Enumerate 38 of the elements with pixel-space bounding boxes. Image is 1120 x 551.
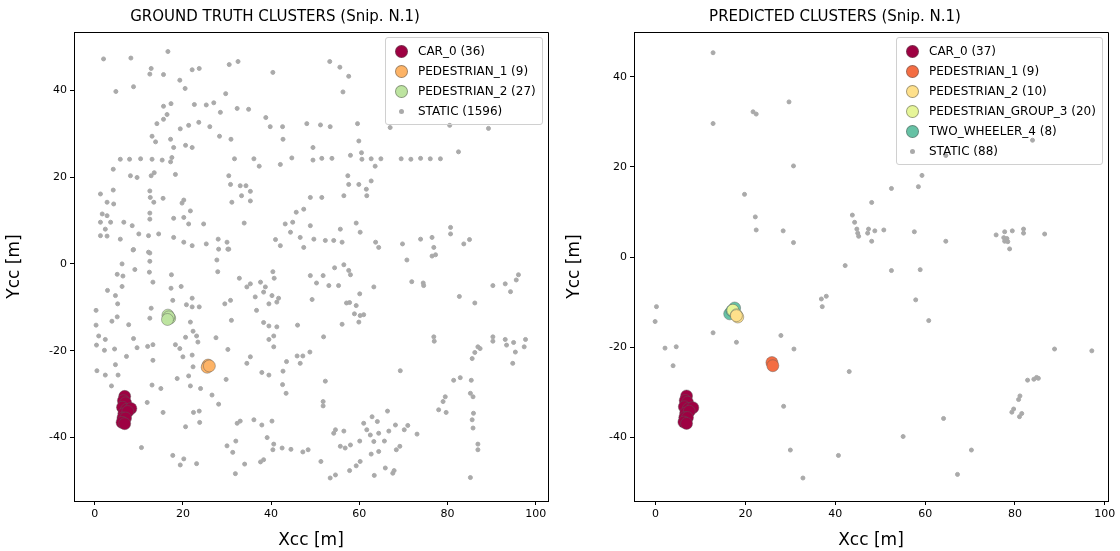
chart-title: PREDICTED CLUSTERS (Snip. N.1) bbox=[709, 6, 961, 25]
legend-label: PEDESTRIAN_1 (9) bbox=[929, 64, 1040, 78]
y-tick-label: 20 bbox=[613, 159, 627, 173]
x-tick-label: 0 bbox=[652, 507, 660, 521]
legend-label: STATIC (1596) bbox=[418, 104, 503, 118]
y-tick-label: -20 bbox=[609, 340, 627, 354]
legend-label: CAR_0 (37) bbox=[929, 44, 997, 58]
legend-label: CAR_0 (36) bbox=[418, 44, 486, 58]
y-tick-label: -20 bbox=[49, 343, 67, 357]
x-tick-label: 40 bbox=[264, 507, 279, 521]
y-tick-label: 40 bbox=[53, 83, 67, 97]
x-tick-label: 80 bbox=[1008, 507, 1022, 521]
legend-label: PEDESTRIAN_GROUP_3 (20) bbox=[929, 104, 1096, 118]
x-axis-title: Xcc [m] bbox=[278, 529, 344, 550]
x-tick-label: 20 bbox=[738, 507, 753, 521]
y-tick-label: -40 bbox=[609, 430, 627, 444]
x-axis-title: Xcc [m] bbox=[838, 529, 904, 550]
y-tick-label: 20 bbox=[53, 169, 67, 183]
legend-label: PEDESTRIAN_2 (27) bbox=[418, 84, 536, 98]
legend-label: TWO_WHEELER_4 (8) bbox=[929, 124, 1057, 138]
y-axis-title: Ycc [m] bbox=[2, 234, 23, 300]
x-tick-label: 100 bbox=[525, 507, 547, 521]
y-tick-label: 40 bbox=[613, 69, 627, 83]
legend-label: PEDESTRIAN_1 (9) bbox=[418, 64, 529, 78]
legend-label: PEDESTRIAN_2 (10) bbox=[929, 84, 1047, 98]
x-tick-label: 80 bbox=[440, 507, 455, 521]
x-tick-label: 60 bbox=[352, 507, 367, 521]
y-axis-title: Ycc [m] bbox=[562, 234, 583, 300]
x-tick-label: 0 bbox=[91, 507, 99, 521]
x-tick-label: 20 bbox=[175, 507, 190, 521]
chart-title: GROUND TRUTH CLUSTERS (Snip. N.1) bbox=[130, 6, 420, 25]
y-tick-label: 0 bbox=[620, 249, 627, 263]
x-tick-label: 40 bbox=[828, 507, 843, 521]
x-tick-label: 60 bbox=[918, 507, 933, 521]
y-tick-label: -40 bbox=[49, 430, 67, 444]
y-tick-label: 0 bbox=[60, 256, 67, 270]
x-tick-label: 100 bbox=[1094, 507, 1116, 521]
legend-label: STATIC (88) bbox=[929, 144, 998, 158]
